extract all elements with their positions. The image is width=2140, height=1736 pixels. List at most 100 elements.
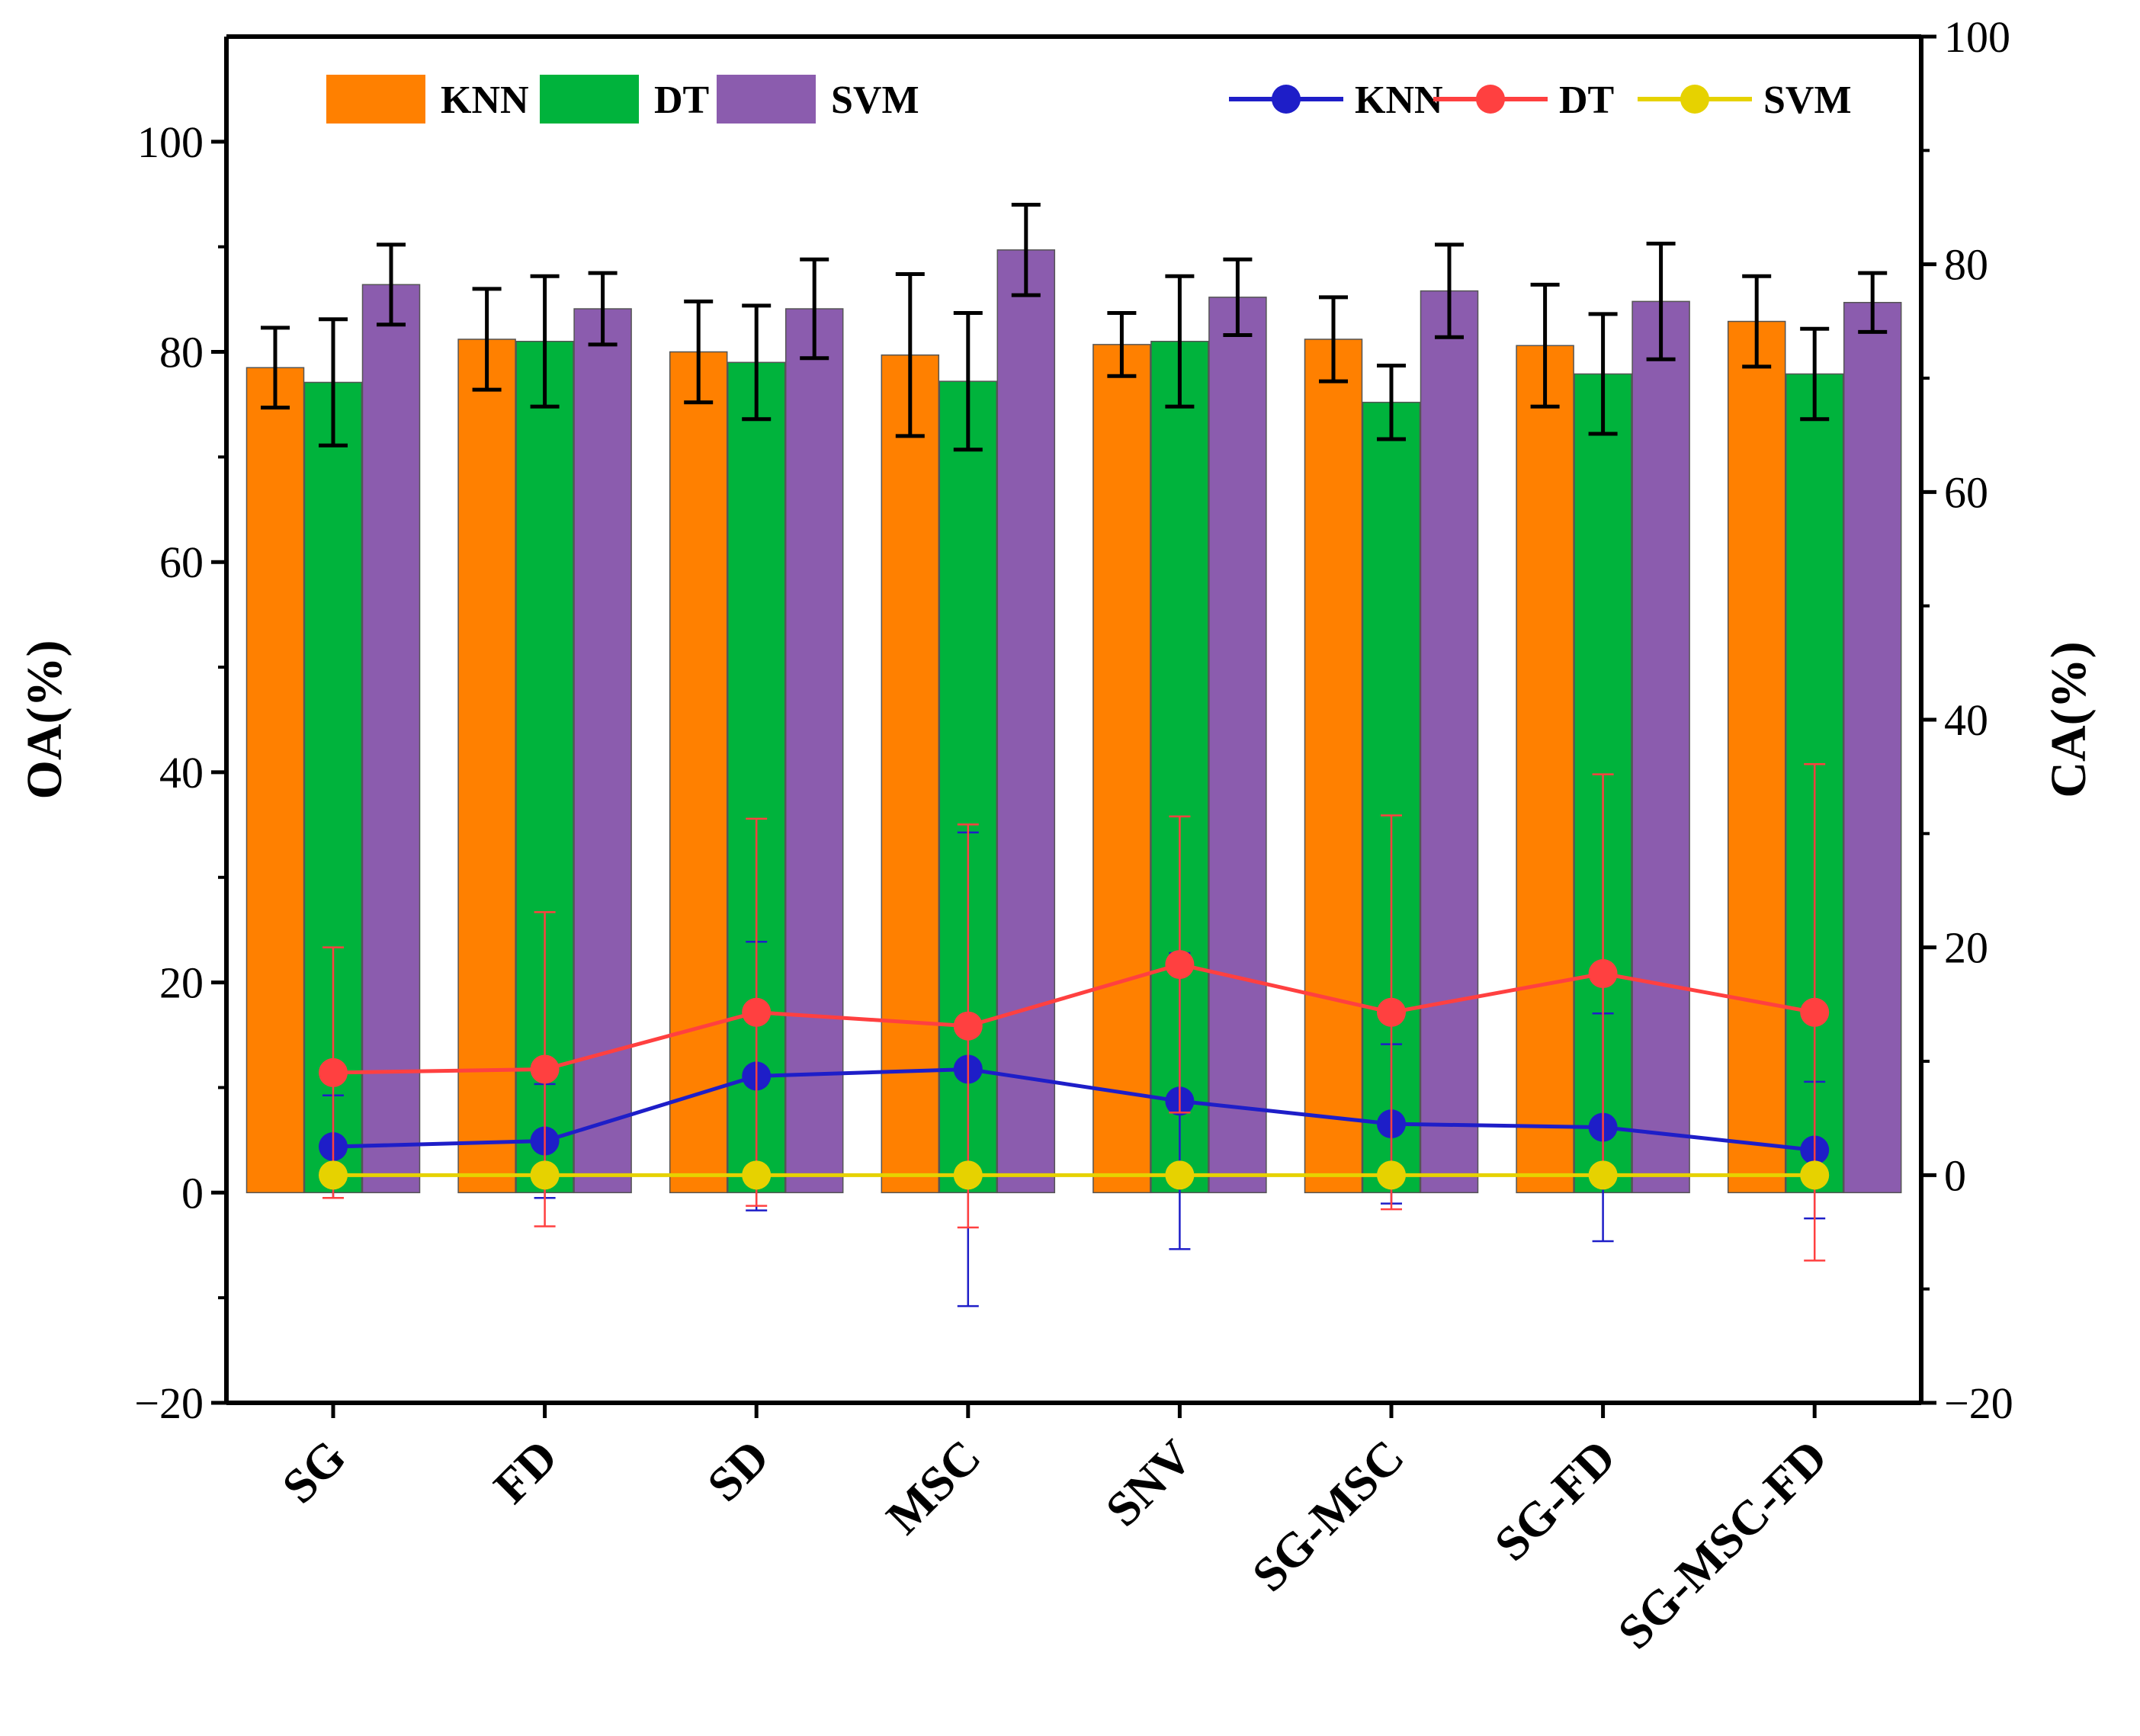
bar-svm-msc xyxy=(996,249,1056,1194)
left-tick-label-0: 0 xyxy=(181,1168,204,1218)
errorbar-knn-sg-msc-fd xyxy=(1742,274,1772,369)
legend-swatch-knn xyxy=(326,75,425,124)
errorbar-knn-sg-msc xyxy=(1319,295,1348,383)
bar-layer xyxy=(245,203,1902,1194)
line-series-svm xyxy=(319,1160,1830,1190)
legend-label-knn: KNN xyxy=(441,79,529,122)
right-tick-label-100: 100 xyxy=(1944,12,2010,62)
bar-knn-snv xyxy=(1092,344,1151,1194)
category-label-sg: SG xyxy=(271,1430,356,1514)
right-tick-label--20: −20 xyxy=(1944,1378,2013,1428)
legend-marker-svm xyxy=(1680,85,1709,114)
errorbar-dt-fd xyxy=(530,274,560,409)
left-tick-label-80: 80 xyxy=(159,328,204,377)
point-dt-fd xyxy=(530,1054,560,1084)
line-series-dt xyxy=(319,762,1830,1262)
errorbar-dt-msc xyxy=(953,311,983,452)
errorbar-dt-sd xyxy=(742,303,772,422)
legend-bar-svm: SVM xyxy=(717,75,919,124)
bar-knn-fd xyxy=(457,339,516,1194)
errorbar-dt-sg-fd xyxy=(1588,312,1618,436)
line-path-dt xyxy=(332,962,1815,1075)
bar-svm-sg-msc-fd xyxy=(1843,302,1902,1194)
bar-knn-sd xyxy=(669,351,728,1194)
errorbar-knn-sd xyxy=(684,299,714,405)
legend-bar-knn: KNN xyxy=(326,75,529,124)
point-svm-msc xyxy=(953,1160,983,1190)
category-label-sg-msc: SG-MSC xyxy=(1242,1430,1414,1602)
right-tick-label-20: 20 xyxy=(1944,923,1988,973)
legend-swatch-svm xyxy=(717,75,816,124)
errorbar-svm-sd xyxy=(800,257,829,361)
point-svm-fd xyxy=(530,1160,560,1190)
errorbar-svm-sg xyxy=(377,242,406,327)
errorbar-knn-fd xyxy=(472,287,502,392)
line-path-knn xyxy=(332,1067,1815,1152)
right-tick-label-80: 80 xyxy=(1944,240,1988,290)
legend-label-line-dt: DT xyxy=(1559,79,1614,122)
point-svm-sg-msc-fd xyxy=(1800,1160,1830,1190)
errorbar-dt-snv xyxy=(1165,274,1195,409)
category-label-sg-fd: SG-FD xyxy=(1484,1430,1626,1571)
legend-line-knn: KNN xyxy=(1229,79,1443,122)
point-svm-sg-fd xyxy=(1588,1160,1618,1190)
bar-svm-sg-fd xyxy=(1631,300,1690,1194)
errorbar-svm-snv xyxy=(1223,257,1253,337)
right-tick-label-60: 60 xyxy=(1944,467,1988,517)
bar-knn-msc xyxy=(881,354,940,1194)
point-dt-snv xyxy=(1165,950,1195,980)
errorbar-knn-msc xyxy=(895,272,925,438)
bar-svm-fd xyxy=(573,308,632,1194)
bar-knn-sg-fd xyxy=(1516,345,1574,1194)
right-axis-title: CA(%) xyxy=(2041,641,2097,797)
errorbar-svm-msc xyxy=(1011,203,1041,297)
point-dt-sg xyxy=(319,1057,348,1087)
left-tick-label-60: 60 xyxy=(159,537,204,587)
legend-label-dt: DT xyxy=(654,79,709,122)
category-label-fd: FD xyxy=(483,1430,568,1514)
bar-svm-snv xyxy=(1208,297,1267,1194)
right-tick-label-0: 0 xyxy=(1944,1150,1966,1200)
point-svm-sg-msc xyxy=(1377,1160,1406,1190)
point-dt-msc xyxy=(953,1011,983,1041)
point-svm-sd xyxy=(742,1160,772,1190)
legend-marker-dt xyxy=(1476,85,1505,114)
category-label-sg-msc-fd: SG-MSC-FD xyxy=(1607,1430,1837,1660)
left-tick-label-20: 20 xyxy=(159,958,204,1008)
point-svm-snv xyxy=(1165,1160,1195,1190)
legend-bar-dt: DT xyxy=(540,75,709,124)
bar-knn-sg xyxy=(245,367,305,1194)
errorbar-svm-sg-msc-fd xyxy=(1858,271,1888,334)
errorbar-knn-sg-fd xyxy=(1530,282,1560,409)
left-axis-title: OA(%) xyxy=(17,640,72,800)
errorbar-knn-sg xyxy=(261,326,290,410)
errorbar-svm-sg-msc xyxy=(1435,242,1464,339)
legend-marker-knn xyxy=(1272,85,1301,114)
point-dt-sg-msc xyxy=(1377,997,1406,1027)
errorbar-dt-sg-msc xyxy=(1377,363,1406,441)
line-layer xyxy=(319,762,1830,1308)
left-tick-label--20: −20 xyxy=(134,1378,204,1428)
legend-line-svm: SVM xyxy=(1638,79,1852,122)
left-tick-label-100: 100 xyxy=(137,117,204,167)
legend: KNN DT SVM KNN DT SVM xyxy=(326,75,1852,124)
category-label-msc: MSC xyxy=(876,1430,991,1545)
legend-label-line-knn: KNN xyxy=(1355,79,1443,122)
errorbar-dt-sg-msc-fd xyxy=(1800,326,1830,422)
legend-swatch-dt xyxy=(540,75,639,124)
point-dt-sg-fd xyxy=(1588,959,1618,989)
errorbar-svm-fd xyxy=(588,271,618,347)
errorbar-knn-snv xyxy=(1107,311,1137,378)
bar-svm-sd xyxy=(784,308,844,1194)
category-label-snv: SNV xyxy=(1096,1430,1203,1537)
bar-svm-sg xyxy=(361,284,421,1194)
legend-label-line-svm: SVM xyxy=(1763,79,1852,122)
errorbar-svm-sg-fd xyxy=(1646,242,1676,361)
point-svm-sg xyxy=(319,1160,348,1190)
legend-line-dt: DT xyxy=(1433,79,1614,122)
errorbar-dt-sg xyxy=(319,317,348,448)
bar-svm-sg-msc xyxy=(1420,290,1479,1194)
point-dt-sd xyxy=(742,997,772,1027)
